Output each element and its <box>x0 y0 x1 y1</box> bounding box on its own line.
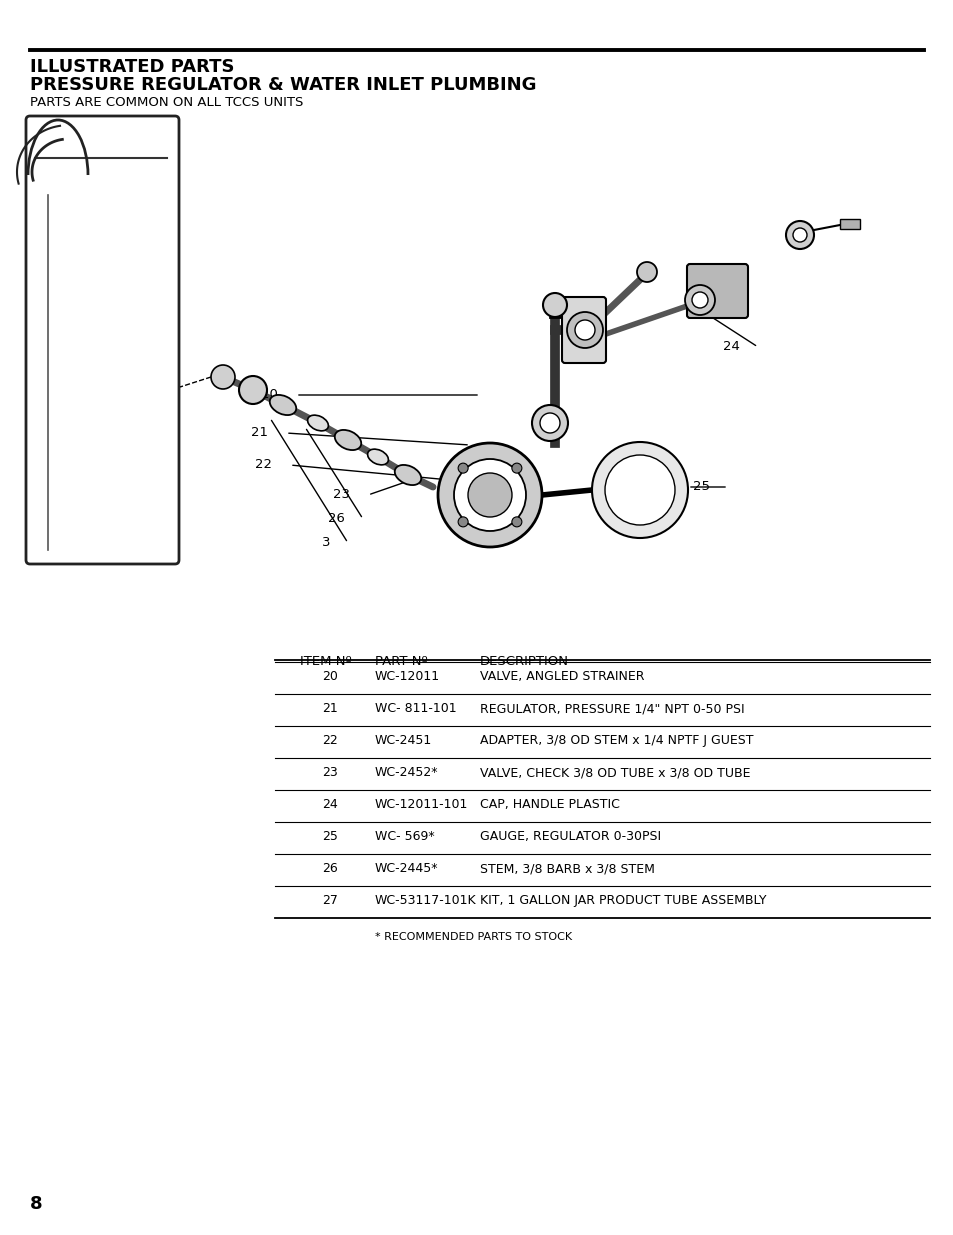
Circle shape <box>604 454 675 525</box>
Text: VALVE, ANGLED STRAINER: VALVE, ANGLED STRAINER <box>479 671 644 683</box>
Circle shape <box>512 517 521 527</box>
Text: 25: 25 <box>692 480 709 494</box>
Ellipse shape <box>270 395 296 415</box>
Text: 21: 21 <box>322 703 337 715</box>
Text: ITEM Nº: ITEM Nº <box>299 655 352 668</box>
Text: 20: 20 <box>322 671 337 683</box>
Text: PRESSURE REGULATOR & WATER INLET PLUMBING: PRESSURE REGULATOR & WATER INLET PLUMBIN… <box>30 77 536 94</box>
Circle shape <box>684 285 714 315</box>
Text: STEM, 3/8 BARB x 3/8 STEM: STEM, 3/8 BARB x 3/8 STEM <box>479 862 654 876</box>
Text: WC-12011-101: WC-12011-101 <box>375 798 468 811</box>
Circle shape <box>457 517 468 527</box>
Ellipse shape <box>335 430 361 450</box>
Circle shape <box>566 312 602 348</box>
Circle shape <box>532 405 567 441</box>
Circle shape <box>512 463 521 473</box>
FancyBboxPatch shape <box>686 264 747 317</box>
Text: VALVE, CHECK 3/8 OD TUBE x 3/8 OD TUBE: VALVE, CHECK 3/8 OD TUBE x 3/8 OD TUBE <box>479 766 750 779</box>
Text: PART Nº: PART Nº <box>375 655 427 668</box>
Text: 25: 25 <box>322 830 337 844</box>
Text: 27: 27 <box>322 894 337 906</box>
Circle shape <box>792 228 806 242</box>
Circle shape <box>454 459 525 531</box>
Circle shape <box>539 412 559 433</box>
Text: WC-12011: WC-12011 <box>375 671 439 683</box>
Text: 24: 24 <box>722 341 740 353</box>
Circle shape <box>575 320 595 340</box>
Text: 23: 23 <box>333 489 350 501</box>
Text: REGULATOR, PRESSURE 1/4" NPT 0-50 PSI: REGULATOR, PRESSURE 1/4" NPT 0-50 PSI <box>479 703 744 715</box>
Text: 21: 21 <box>251 426 268 440</box>
Text: 3: 3 <box>321 536 330 550</box>
Circle shape <box>637 262 657 282</box>
Text: ILLUSTRATED PARTS: ILLUSTRATED PARTS <box>30 58 234 77</box>
Circle shape <box>468 473 512 517</box>
Text: WC-2452*: WC-2452* <box>375 766 438 779</box>
Circle shape <box>691 291 707 308</box>
Circle shape <box>437 443 541 547</box>
Text: 26: 26 <box>328 513 345 526</box>
Circle shape <box>239 375 267 404</box>
Text: 8: 8 <box>30 1195 43 1213</box>
Text: 26: 26 <box>322 862 337 876</box>
Text: WC- 569*: WC- 569* <box>375 830 435 844</box>
Circle shape <box>211 366 234 389</box>
Text: 20: 20 <box>261 389 277 401</box>
Text: WC-2445*: WC-2445* <box>375 862 438 876</box>
Text: WC-53117-101K: WC-53117-101K <box>375 894 476 906</box>
Text: KIT, 1 GALLON JAR PRODUCT TUBE ASSEMBLY: KIT, 1 GALLON JAR PRODUCT TUBE ASSEMBLY <box>479 894 765 906</box>
Text: CAP, HANDLE PLASTIC: CAP, HANDLE PLASTIC <box>479 798 619 811</box>
Circle shape <box>592 442 687 538</box>
Text: WC- 811-101: WC- 811-101 <box>375 703 456 715</box>
Text: * RECOMMENDED PARTS TO STOCK: * RECOMMENDED PARTS TO STOCK <box>375 932 572 942</box>
FancyBboxPatch shape <box>561 296 605 363</box>
Text: WC-2451: WC-2451 <box>375 734 432 747</box>
Circle shape <box>542 293 566 317</box>
Text: 23: 23 <box>322 766 337 779</box>
Text: PARTS ARE COMMON ON ALL TCCS UNITS: PARTS ARE COMMON ON ALL TCCS UNITS <box>30 96 303 109</box>
Circle shape <box>785 221 813 249</box>
Text: 22: 22 <box>322 734 337 747</box>
Text: 24: 24 <box>322 798 337 811</box>
Ellipse shape <box>395 464 421 485</box>
Text: GAUGE, REGULATOR 0-30PSI: GAUGE, REGULATOR 0-30PSI <box>479 830 660 844</box>
Ellipse shape <box>367 450 388 464</box>
FancyBboxPatch shape <box>26 116 179 564</box>
Ellipse shape <box>307 415 328 431</box>
Text: ADAPTER, 3/8 OD STEM x 1/4 NPTF J GUEST: ADAPTER, 3/8 OD STEM x 1/4 NPTF J GUEST <box>479 734 753 747</box>
Circle shape <box>457 463 468 473</box>
Text: DESCRIPTION: DESCRIPTION <box>479 655 568 668</box>
Bar <box>840 219 859 228</box>
Text: 22: 22 <box>254 458 272 472</box>
